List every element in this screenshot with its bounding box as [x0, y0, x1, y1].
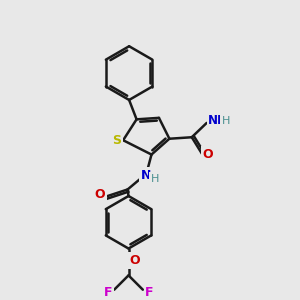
Text: S: S [112, 134, 121, 147]
Text: H: H [151, 174, 159, 184]
Text: NH: NH [208, 114, 228, 127]
Text: F: F [103, 286, 112, 298]
Text: O: O [202, 148, 213, 161]
Text: N: N [141, 169, 151, 182]
Text: O: O [130, 254, 140, 267]
Text: F: F [145, 286, 154, 298]
Text: O: O [95, 188, 106, 201]
Text: H: H [222, 116, 230, 125]
